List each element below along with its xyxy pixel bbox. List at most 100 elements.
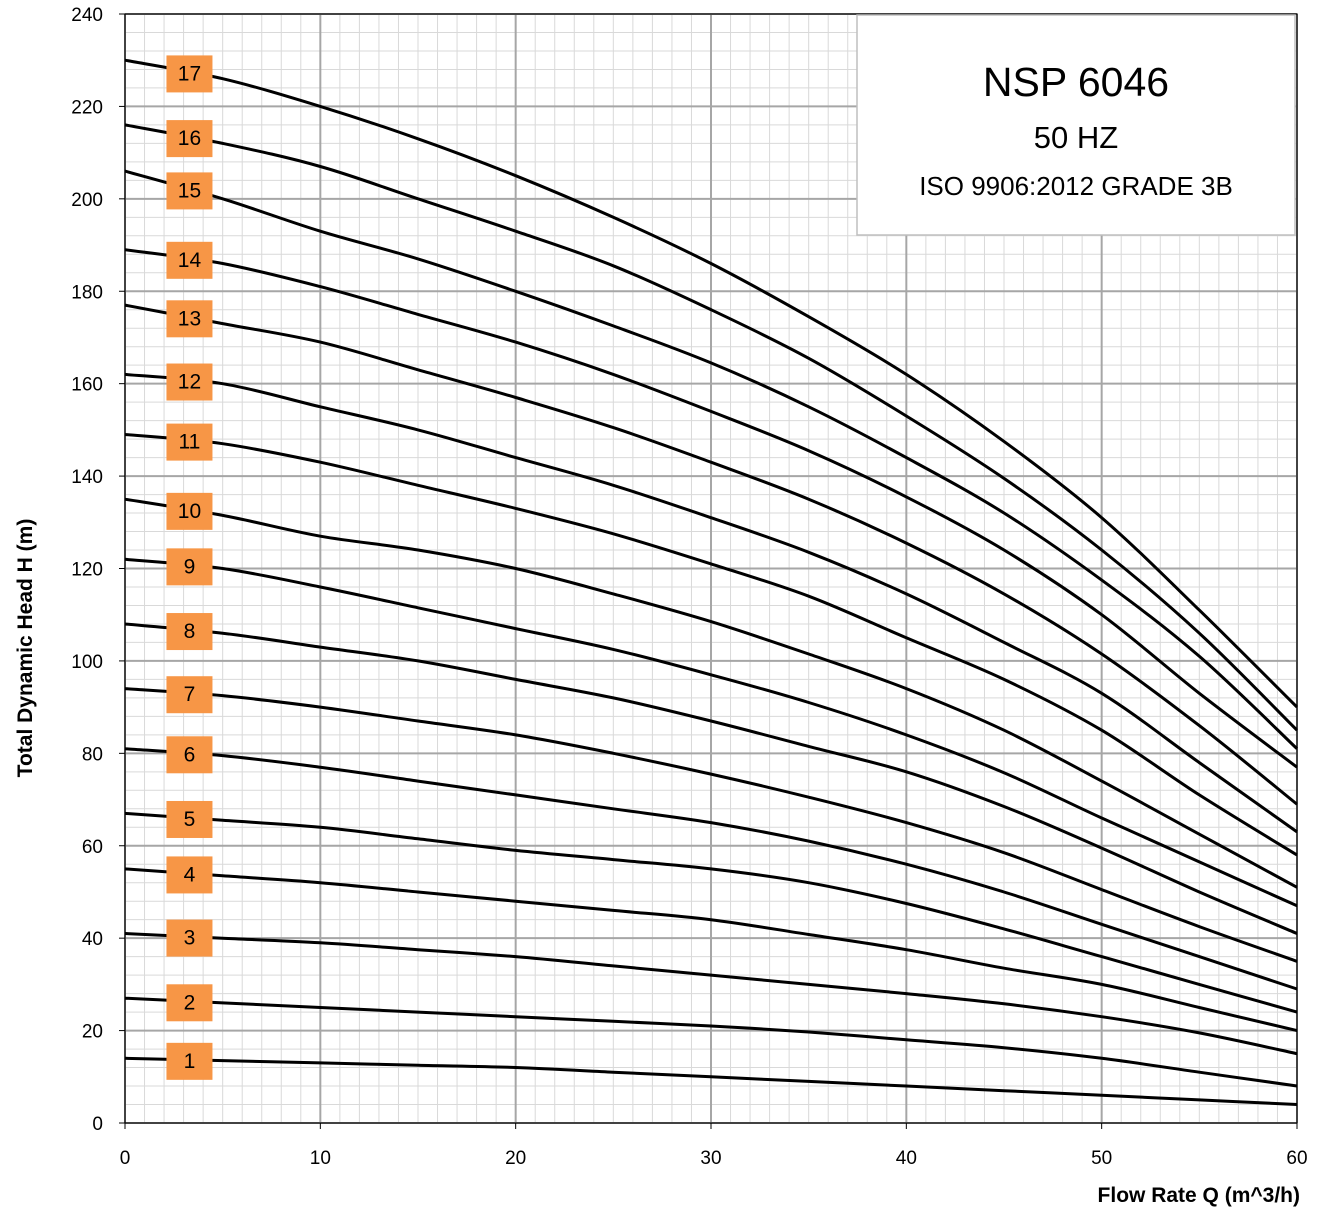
stage-label-4: 4 bbox=[166, 856, 213, 894]
stage-label-6: 6 bbox=[166, 736, 213, 774]
chart-standard: ISO 9906:2012 GRADE 3B bbox=[919, 171, 1233, 201]
stage-label-13: 13 bbox=[166, 300, 213, 338]
stage-label-background bbox=[166, 676, 213, 714]
y-tick-label: 20 bbox=[82, 1022, 103, 1043]
y-tick-label: 180 bbox=[71, 282, 103, 303]
stage-label-background bbox=[166, 241, 213, 279]
stage-label-17: 17 bbox=[166, 55, 213, 93]
curve-stage-6 bbox=[124, 747, 1298, 991]
y-tick-label: 40 bbox=[82, 929, 103, 950]
stage-label-background bbox=[166, 492, 213, 530]
curve-stage-3 bbox=[124, 932, 1298, 1056]
stage-label-text: 17 bbox=[178, 62, 201, 85]
y-tick-label: 140 bbox=[71, 467, 103, 488]
y-tick-label: 200 bbox=[71, 190, 103, 211]
curve-stage-17 bbox=[124, 58, 1299, 709]
x-axis-title: Flow Rate Q (m^3/h) bbox=[1098, 1184, 1300, 1207]
y-axis-ticks: 0 20 40 60 80 100 120 140 160 180 200 220 240 bbox=[71, 5, 125, 1135]
curve-stage-13 bbox=[124, 303, 1298, 806]
stage-label-background bbox=[166, 363, 213, 401]
stage-label-text: 4 bbox=[184, 863, 196, 886]
stage-label-text: 13 bbox=[178, 307, 201, 330]
curve-stage-10 bbox=[124, 497, 1298, 889]
y-tick-label: 240 bbox=[71, 5, 103, 26]
y-tick-label: 100 bbox=[71, 652, 103, 673]
stage-label-15: 15 bbox=[166, 172, 213, 210]
stage-label-14: 14 bbox=[166, 241, 213, 279]
stage-label-text: 3 bbox=[184, 927, 196, 950]
stage-label-background bbox=[166, 613, 213, 651]
stage-label-text: 11 bbox=[179, 431, 201, 454]
stage-label-text: 14 bbox=[178, 249, 202, 272]
curve-stage-2 bbox=[124, 996, 1298, 1088]
curve-stage-5 bbox=[124, 811, 1298, 1014]
stage-label-background bbox=[166, 300, 213, 338]
title-box: NSP 6046 50 HZ ISO 9906:2012 GRADE 3B bbox=[856, 14, 1296, 236]
stage-label-text: 2 bbox=[184, 991, 196, 1014]
stage-label-text: 8 bbox=[184, 620, 196, 643]
stage-label-text: 12 bbox=[178, 371, 201, 394]
y-tick-label: 220 bbox=[71, 97, 103, 118]
curve-stage-8 bbox=[124, 622, 1298, 935]
stage-label-text: 1 bbox=[184, 1050, 196, 1073]
curve-stage-7 bbox=[124, 687, 1298, 963]
y-tick-label: 60 bbox=[82, 837, 103, 858]
stage-label-5: 5 bbox=[166, 800, 213, 838]
curve-stage-1 bbox=[124, 1056, 1298, 1106]
stage-label-2: 2 bbox=[166, 984, 213, 1022]
chart-title: NSP 6046 bbox=[983, 59, 1169, 105]
stage-label-background bbox=[166, 736, 213, 774]
stage-label-9: 9 bbox=[166, 548, 213, 586]
pump-curves bbox=[124, 58, 1299, 1106]
x-tick-label: 40 bbox=[896, 1148, 917, 1169]
y-axis-title: Total Dynamic Head H (m) bbox=[14, 519, 37, 778]
curve-stage-11 bbox=[124, 433, 1298, 857]
y-tick-label: 160 bbox=[71, 375, 103, 396]
x-tick-label: 0 bbox=[120, 1148, 131, 1169]
stage-label-text: 16 bbox=[178, 127, 201, 150]
curve-stage-4 bbox=[124, 867, 1298, 1033]
stage-label-background bbox=[166, 172, 213, 210]
stage-label-background bbox=[166, 919, 213, 957]
curve-stage-15 bbox=[124, 169, 1299, 750]
stage-label-7: 7 bbox=[166, 676, 213, 714]
stage-label-text: 15 bbox=[178, 179, 201, 202]
y-tick-label: 0 bbox=[92, 1114, 103, 1135]
stage-label-background bbox=[166, 800, 213, 838]
stage-label-background bbox=[166, 1042, 213, 1080]
stage-label-10: 10 bbox=[166, 492, 213, 530]
curve-stage-14 bbox=[124, 248, 1298, 769]
stage-label-background bbox=[166, 984, 213, 1022]
stage-label-8: 8 bbox=[166, 613, 213, 651]
stage-label-text: 10 bbox=[178, 500, 201, 523]
stage-label-11: 11 bbox=[166, 423, 213, 461]
stage-label-background bbox=[166, 423, 213, 461]
stage-label-3: 3 bbox=[166, 919, 213, 957]
stage-label-1: 1 bbox=[166, 1042, 213, 1080]
curve-stage-12 bbox=[124, 372, 1298, 834]
x-tick-label: 50 bbox=[1091, 1148, 1112, 1169]
chart-frequency: 50 HZ bbox=[1034, 120, 1118, 155]
stage-label-background bbox=[166, 120, 213, 158]
curve-stage-9 bbox=[124, 557, 1298, 908]
x-tick-label: 30 bbox=[700, 1148, 721, 1169]
x-tick-label: 10 bbox=[310, 1148, 331, 1169]
stage-label-12: 12 bbox=[166, 363, 213, 401]
x-tick-label: 60 bbox=[1286, 1148, 1307, 1169]
stage-label-text: 6 bbox=[184, 743, 196, 766]
stage-label-text: 9 bbox=[184, 555, 196, 578]
x-axis-ticks: 0 10 20 30 40 50 60 bbox=[120, 1123, 1308, 1169]
title-box-background bbox=[856, 14, 1296, 236]
y-tick-label: 120 bbox=[71, 560, 103, 581]
stage-label-background bbox=[166, 548, 213, 586]
stage-label-background bbox=[166, 55, 213, 93]
stage-label-16: 16 bbox=[166, 120, 213, 158]
curve-stage-16 bbox=[124, 123, 1299, 732]
stage-label-text: 5 bbox=[184, 808, 196, 831]
stage-label-background bbox=[166, 856, 213, 894]
stage-label-text: 7 bbox=[184, 683, 196, 706]
y-tick-label: 80 bbox=[82, 744, 103, 765]
x-tick-label: 20 bbox=[505, 1148, 526, 1169]
